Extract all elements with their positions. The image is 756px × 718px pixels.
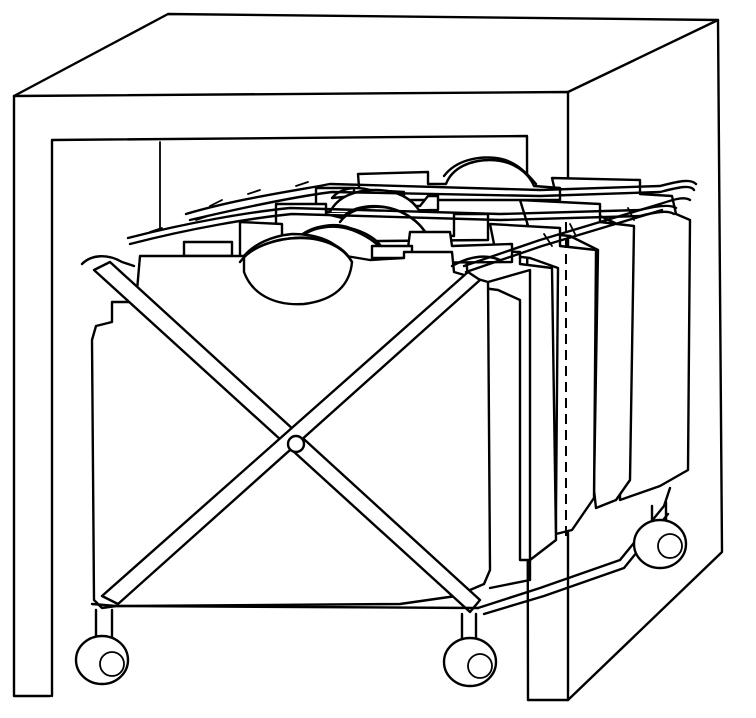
bag-top-far-handle [442, 156, 538, 186]
top-rails [126, 179, 698, 274]
x-frame-pivot [286, 434, 306, 454]
caster-front-left-wheel [74, 634, 130, 686]
caster-back-right-hub [657, 533, 683, 559]
front-bag [90, 232, 532, 610]
cabinet [12, 12, 724, 702]
cabinet-top [12, 12, 720, 98]
caster-back-right-wheel [632, 518, 688, 570]
front-top-rail [80, 255, 136, 268]
caster-front-right-stem [460, 612, 478, 644]
bag-rear-2 [518, 198, 636, 510]
caster-front-left-hub [99, 651, 125, 677]
x-frame [80, 222, 672, 616]
bottom-rail-front [90, 602, 480, 610]
rail-near-right-2 [464, 208, 664, 274]
caster-front-right-wheel [442, 636, 498, 688]
casters [74, 500, 688, 688]
caster-front-right-hub [467, 653, 493, 679]
bag-top-row2-handle [328, 188, 422, 213]
front-bag-side [486, 268, 532, 590]
cabinet-right-side [566, 18, 724, 702]
front-top-rail-right [450, 255, 502, 268]
rail-clips [149, 181, 635, 247]
rail-mid-2 [128, 210, 676, 246]
rail-far [184, 179, 698, 216]
rail-near-right [462, 197, 692, 268]
caster-front-left-stem [94, 608, 114, 642]
bag-rear-1 [488, 222, 598, 536]
bottom-rail-side [476, 486, 672, 610]
front-bag-handle-rim [238, 236, 354, 264]
rail-far-2 [188, 185, 696, 222]
bag-rear-3 [550, 176, 692, 502]
rail-mid [126, 204, 678, 240]
